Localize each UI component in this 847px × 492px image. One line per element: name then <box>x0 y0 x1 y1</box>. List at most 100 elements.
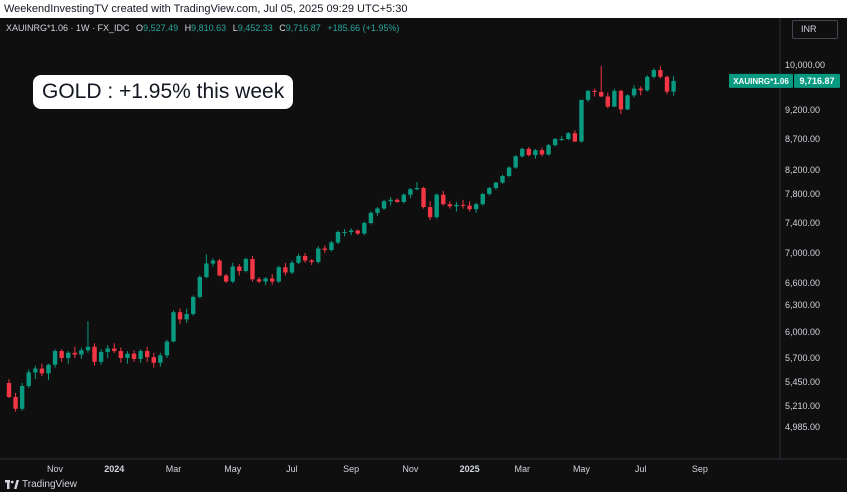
legend-low-value: 9,452.33 <box>237 23 273 33</box>
candle-body <box>539 150 545 155</box>
candle-body <box>500 176 505 183</box>
candle-body <box>651 70 657 77</box>
candle-body <box>362 223 367 234</box>
last-price-tag <box>794 73 840 88</box>
candle-body <box>335 232 341 243</box>
candle-body <box>487 188 492 194</box>
candle-body <box>13 397 18 409</box>
candle-body <box>533 150 538 156</box>
candle-body <box>579 99 584 142</box>
candle-body <box>92 346 97 362</box>
legend-low-label: L <box>232 23 238 33</box>
credit-bar: WeekendInvestingTV created with TradingV… <box>0 0 847 18</box>
candle-body <box>197 277 203 297</box>
candle-body <box>467 205 472 210</box>
x-tick-label: Nov <box>402 464 419 474</box>
candle-body <box>217 260 222 276</box>
y-tick-label: 10,000.00 <box>785 60 825 70</box>
candle-body <box>138 351 143 359</box>
candle-body <box>368 212 374 223</box>
y-tick-label: 7,400.00 <box>785 218 820 228</box>
candle-body <box>618 90 624 110</box>
candle-body <box>191 296 196 314</box>
x-tick-label: Jul <box>635 464 647 474</box>
legend-open-value: 9,527.49 <box>143 23 179 33</box>
candle-body <box>664 76 670 92</box>
y-tick-label: 7,800.00 <box>785 189 820 199</box>
candle-body <box>625 95 630 110</box>
candle-body <box>520 148 525 157</box>
candle-body <box>309 260 314 262</box>
symbol-tag <box>729 73 793 88</box>
candle-body <box>118 351 124 358</box>
candle-body <box>79 350 84 355</box>
legend-open-label: O <box>136 23 144 33</box>
candle-body <box>434 194 439 218</box>
candle-body <box>223 275 229 282</box>
y-tick-label: 6,600.00 <box>785 278 820 288</box>
candle-body <box>289 262 295 273</box>
candle-body <box>158 355 163 363</box>
x-tick-label: Jul <box>286 464 298 474</box>
candle-body <box>585 90 591 100</box>
candle-body <box>283 267 288 273</box>
candle-body <box>184 314 189 320</box>
candle-body <box>171 312 176 342</box>
candle-body <box>473 204 479 210</box>
candle-body <box>645 76 650 91</box>
candle-body <box>447 204 453 207</box>
legend-high-label: H <box>184 23 192 33</box>
candle-body <box>144 351 150 358</box>
candle-body <box>296 256 301 263</box>
candle-body <box>250 259 255 280</box>
candle-body <box>348 230 354 232</box>
y-tick-label: 7,000.00 <box>785 248 820 258</box>
candle-body <box>526 148 532 156</box>
candle-body <box>59 351 64 358</box>
candle-body <box>480 194 485 205</box>
candle-body <box>381 201 387 209</box>
x-tick-label: May <box>573 464 591 474</box>
candle-body <box>592 90 597 92</box>
candle-body <box>566 133 571 139</box>
candle-body <box>210 260 216 264</box>
x-tick-label: Nov <box>47 464 64 474</box>
candle-body <box>230 266 235 282</box>
legend-symbol: XAUINRG*1.06 · 1W · FX_IDC <box>6 23 130 33</box>
candle-body <box>631 88 637 96</box>
price-chart[interactable]: 10,000.00 9,200.00 8,700.00 8,200.00 7,800.0… <box>0 18 847 477</box>
candle-body <box>39 368 45 374</box>
candle-body <box>237 266 242 271</box>
candle-body <box>355 230 360 234</box>
x-tick-label: Mar <box>514 464 530 474</box>
x-tick-label: Mar <box>166 464 182 474</box>
candle-body <box>375 208 380 213</box>
y-tick-label: 8,700.00 <box>785 134 820 144</box>
legend-close-value: 9,716.87 <box>285 23 321 33</box>
candle-body <box>546 145 551 155</box>
candle-body <box>460 204 466 206</box>
y-tick-label: 5,700.00 <box>785 353 820 363</box>
y-tick-label: 5,210.00 <box>785 401 820 411</box>
candle-body <box>66 352 71 358</box>
candle-body <box>151 357 156 363</box>
candle-body <box>552 139 558 146</box>
candle-body <box>572 133 578 142</box>
candle-body <box>559 139 564 140</box>
candle-body <box>98 351 104 362</box>
candle-body <box>85 346 91 351</box>
candle-body <box>408 189 413 195</box>
candle-body <box>33 368 38 373</box>
last-price-label: 9,716.87 <box>799 76 834 86</box>
tradingview-logo-icon <box>5 480 19 489</box>
candle-body <box>658 70 663 77</box>
candle-body <box>131 353 137 359</box>
x-tick-label: 2025 <box>460 464 480 474</box>
candle-body <box>6 383 12 397</box>
candle-body <box>493 182 499 188</box>
candle-body <box>441 194 446 205</box>
candle-body <box>506 167 512 176</box>
x-tick-label: May <box>224 464 242 474</box>
currency-button[interactable]: INR <box>792 20 838 39</box>
candle-body <box>26 372 31 386</box>
